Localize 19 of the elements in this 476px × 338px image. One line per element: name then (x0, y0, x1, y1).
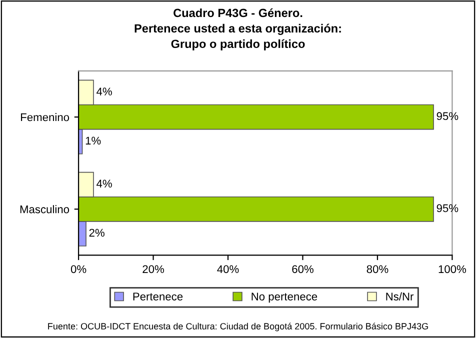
x-tick-label: 40% (217, 265, 239, 274)
x-tick-label: 0% (70, 265, 86, 274)
x-tick-label: 60% (292, 265, 314, 274)
data-label: 2% (89, 228, 104, 237)
data-label: 95% (436, 204, 458, 212)
x-tick-label: 100% (438, 265, 466, 274)
data-label: 1% (86, 136, 101, 145)
legend-label: No pertenece (252, 292, 318, 303)
data-label: 4% (96, 180, 112, 188)
y-tick-label: Femenino (21, 113, 70, 122)
data-label: 4% (96, 88, 112, 96)
chart-title: Cuadro P43G - Género. Pertenece usted a esta organización: Grupo o partido político (134, 8, 341, 50)
x-tick-label: 20% (142, 265, 164, 274)
legend-label: Pertenece (133, 292, 183, 300)
data-label: 95% (436, 112, 458, 120)
y-tick-label: Masculino (20, 205, 70, 214)
x-tick-label: 80% (366, 265, 388, 274)
source-note: Fuente: OCUB-IDCT Encuesta de Cultura: Ciudad de Bogotá 2005. Formulario Básico BPJ43G (48, 322, 428, 332)
legend-label: Ns/Nr (386, 292, 414, 300)
